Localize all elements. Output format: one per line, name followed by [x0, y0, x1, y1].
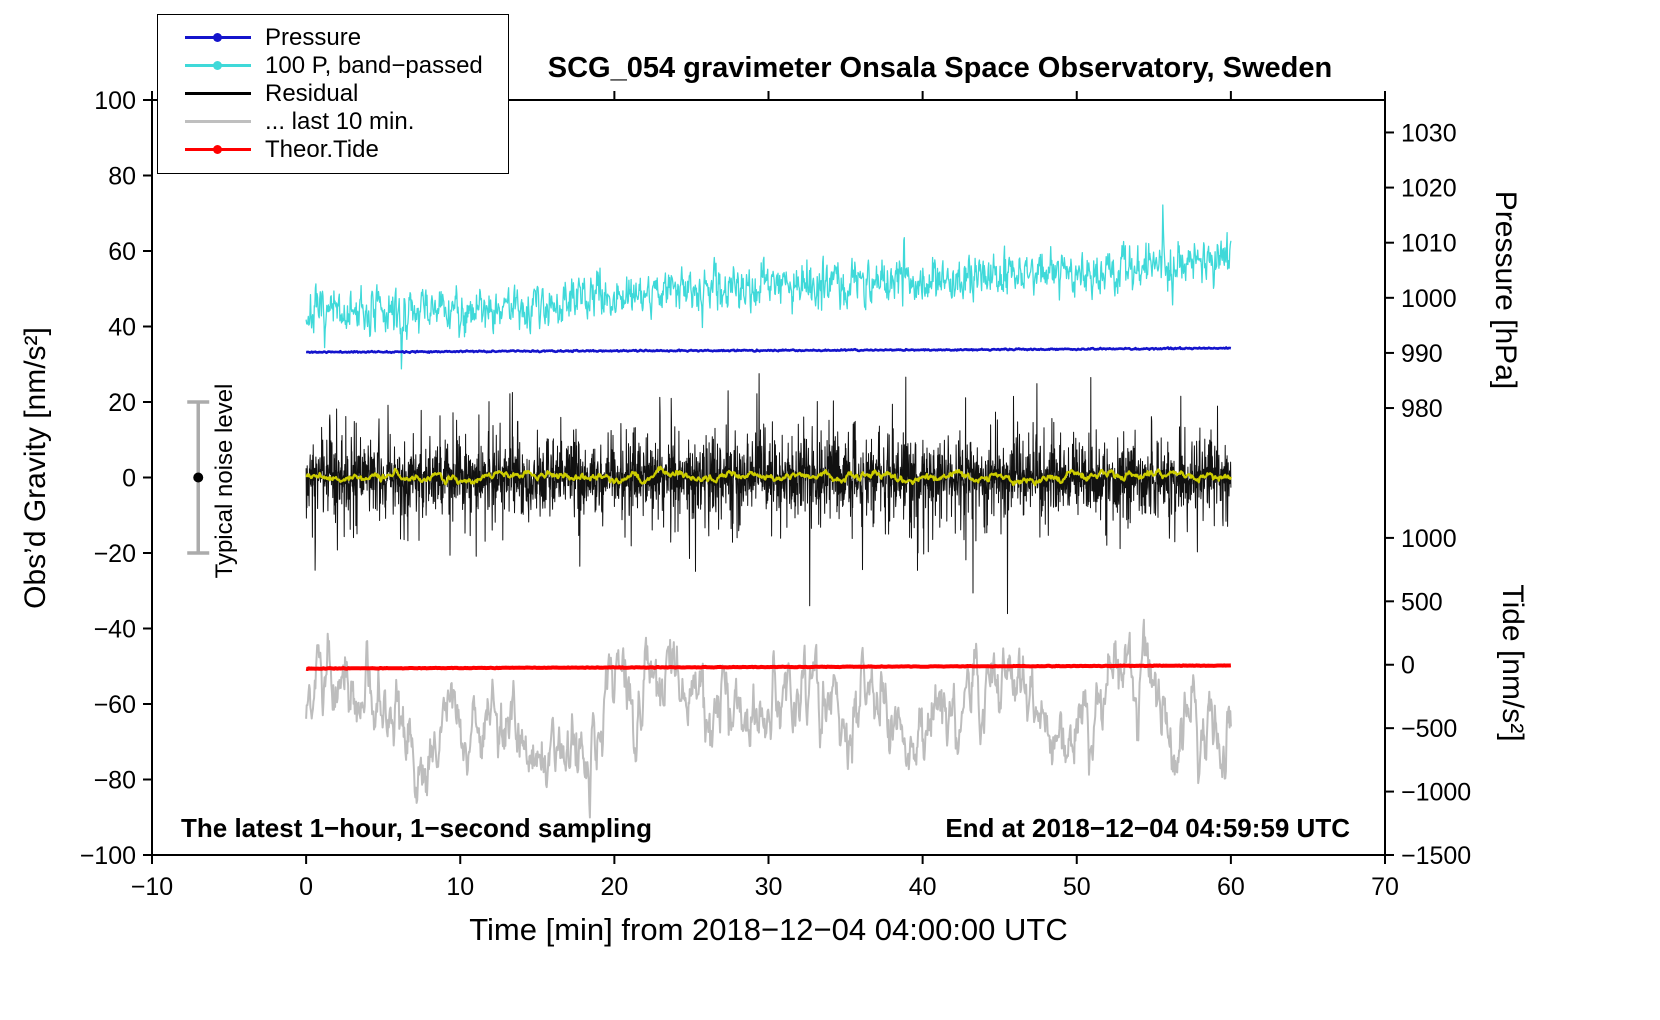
y-tick-label-gravity: 100	[94, 87, 136, 115]
y-axis-label-pressure: Pressure [hPa]	[1489, 190, 1522, 390]
series-residual	[305, 373, 1232, 615]
pressure-tick-label: 1020	[1401, 175, 1457, 203]
x-axis-label: Time [min] from 2018−12−04 04:00:00 UTC	[469, 912, 1068, 947]
legend-line-swatch	[185, 110, 251, 133]
x-tick-label: 10	[446, 873, 474, 901]
end-time-text: End at 2018−12−04 04:59:59 UTC	[945, 813, 1350, 843]
legend-item-bandpassed-pressure: 100 P, band−passed	[185, 51, 508, 79]
x-tick-label: −10	[131, 873, 173, 901]
plot-frame	[151, 99, 1386, 856]
y-tick-label-gravity: 20	[108, 389, 136, 417]
legend-line-dot-swatch	[185, 26, 251, 49]
y-tick-label-gravity: −20	[94, 540, 136, 568]
chart-legend: Pressure 100 P, band−passed Residual ...…	[157, 14, 509, 174]
y-tick-label-gravity: −100	[80, 842, 136, 870]
tide-tick-label: 500	[1401, 588, 1443, 616]
y-axis-label-tide: Tide [nm/s²]	[1496, 584, 1529, 742]
series-100-p-band-passed	[305, 204, 1232, 370]
y-tick-label-gravity: 0	[122, 465, 136, 493]
tide-tick-label: 0	[1401, 652, 1415, 680]
x-tick-label: 40	[909, 873, 937, 901]
tide-tick-label: −500	[1401, 715, 1457, 743]
legend-item-theor-tide: Theor.Tide	[185, 135, 508, 163]
legend-item-pressure: Pressure	[185, 23, 508, 51]
y-tick-label-gravity: −40	[94, 616, 136, 644]
y-tick-label-gravity: 40	[108, 314, 136, 342]
tide-tick-label: −1500	[1401, 842, 1471, 870]
chart-title: SCG_054 gravimeter Onsala Space Observat…	[547, 52, 1333, 84]
series-last-10-min	[305, 618, 1232, 819]
x-tick-label: 70	[1371, 873, 1399, 901]
series-pressure	[305, 346, 1232, 355]
y-axis-label-gravity: Obs’d Gravity [nm/s²]	[19, 327, 52, 609]
pressure-tick-label: 1010	[1401, 230, 1457, 258]
legend-line-dot-swatch	[185, 54, 251, 77]
x-tick-label: 0	[299, 873, 313, 901]
y-tick-label-gravity: −60	[94, 691, 136, 719]
noise-dot	[193, 472, 204, 483]
pressure-tick-label: 980	[1401, 395, 1443, 423]
series-theor-tide	[305, 663, 1232, 671]
tide-tick-label: −1000	[1401, 779, 1471, 807]
x-tick-label: 20	[600, 873, 628, 901]
legend-line-swatch	[185, 82, 251, 105]
y-tick-label-gravity: 60	[108, 238, 136, 266]
y-tick-label-gravity: 80	[108, 163, 136, 191]
legend-label: Pressure	[265, 23, 362, 51]
pressure-tick-label: 1000	[1401, 285, 1457, 313]
x-tick-label: 50	[1063, 873, 1091, 901]
legend-label: ... last 10 min.	[265, 107, 415, 135]
x-tick-label: 30	[755, 873, 783, 901]
x-tick-label: 60	[1217, 873, 1245, 901]
legend-line-dot-swatch	[185, 138, 251, 161]
legend-label: Theor.Tide	[265, 135, 379, 163]
legend-label: Residual	[265, 79, 359, 107]
sampling-info-text: The latest 1−hour, 1−second sampling	[181, 813, 653, 843]
pressure-tick-label: 1030	[1401, 119, 1457, 147]
y-tick-label-gravity: −80	[94, 767, 136, 795]
tide-tick-label: 1000	[1401, 525, 1457, 553]
legend-item-residual: Residual	[185, 79, 508, 107]
legend-label: 100 P, band−passed	[265, 51, 483, 79]
series-residual-smoothed	[305, 465, 1232, 487]
pressure-tick-label: 990	[1401, 340, 1443, 368]
legend-item-last-10-min: ... last 10 min.	[185, 107, 508, 135]
typical-noise-level-label: Typical noise level	[211, 383, 238, 579]
